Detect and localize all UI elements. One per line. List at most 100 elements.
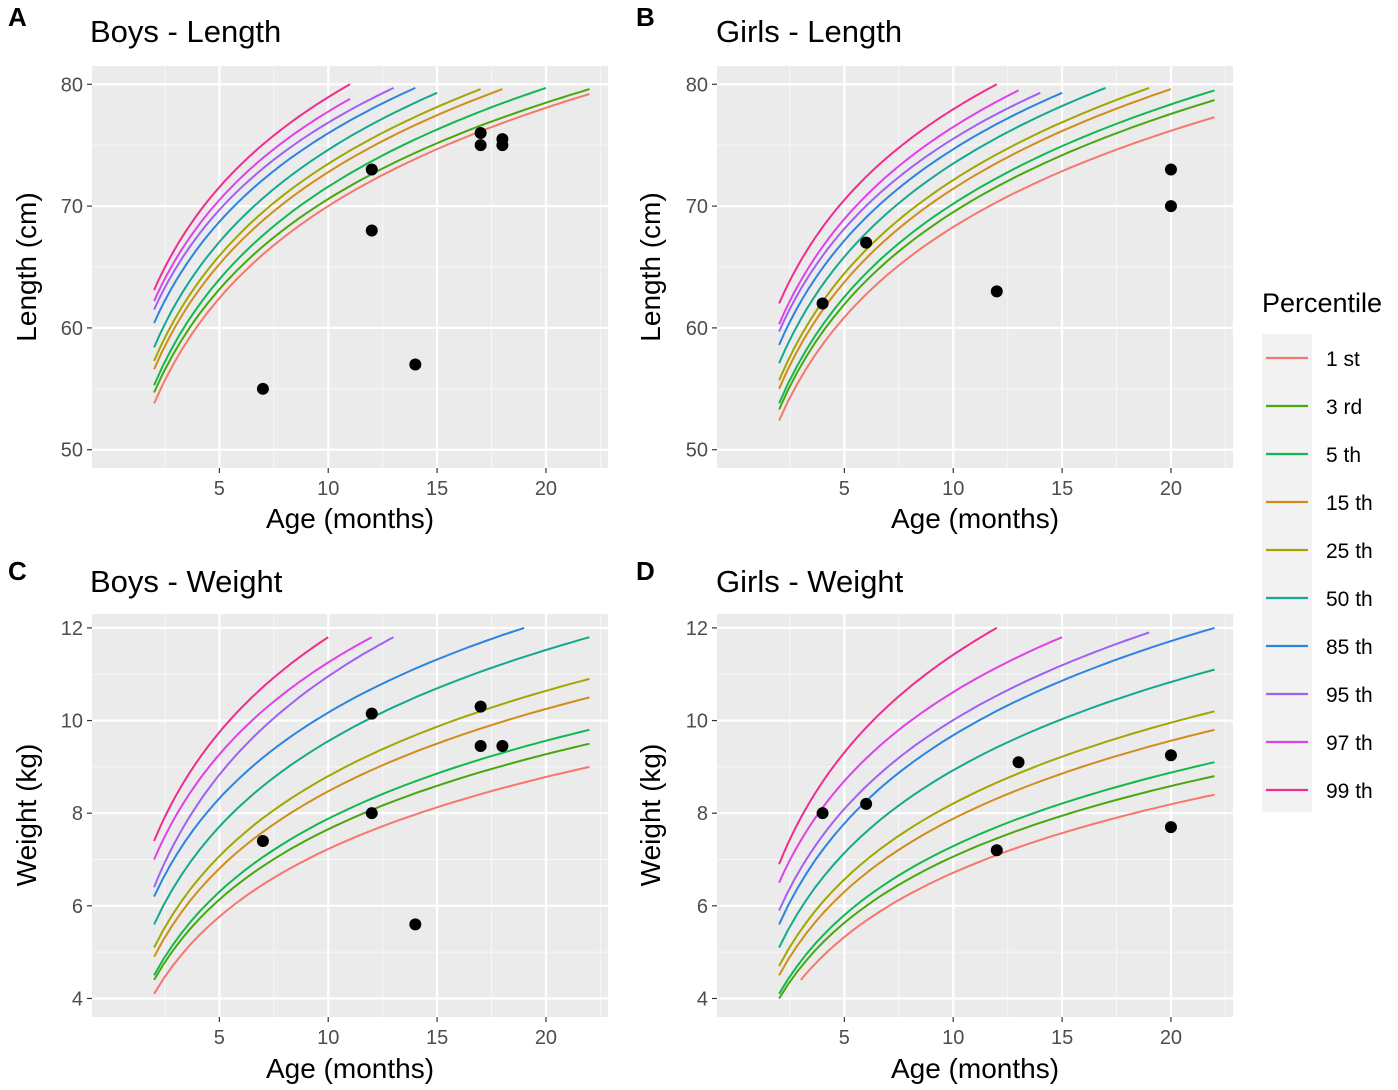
legend-label: 85 th bbox=[1326, 636, 1373, 659]
panel-c-points bbox=[256, 700, 509, 931]
percentile-line-97th bbox=[778, 89, 1019, 325]
panel-b-series bbox=[778, 83, 1215, 421]
percentile-line-1st bbox=[153, 93, 590, 404]
percentile-line-95th bbox=[778, 91, 1041, 333]
panel-d-x-axis-title: Age (months) bbox=[891, 1053, 1059, 1084]
x-tick-label: 5 bbox=[839, 1027, 850, 1049]
y-tick-label: 8 bbox=[697, 803, 708, 825]
x-tick-label: 20 bbox=[535, 478, 557, 500]
panel-b-title: Girls - Length bbox=[716, 14, 902, 49]
observation-point bbox=[496, 139, 509, 152]
percentile-line-5th bbox=[778, 761, 1215, 995]
y-tick-label: 70 bbox=[61, 196, 83, 218]
legend-items: 1 st 3 rd 5 th 15 th 25 th 50 th 85 th 95 th 97 … bbox=[1266, 348, 1373, 803]
observation-point bbox=[1164, 821, 1177, 834]
percentile-line-5th bbox=[153, 86, 547, 386]
panel-d-points bbox=[816, 749, 1177, 857]
observation-point bbox=[256, 382, 269, 395]
x-tick-label: 10 bbox=[317, 478, 339, 500]
panel-a-y-axis-title: Length (cm) bbox=[11, 192, 42, 341]
percentile-line-50th bbox=[778, 668, 1215, 948]
observation-point bbox=[474, 740, 487, 753]
x-tick-label: 10 bbox=[942, 478, 964, 500]
legend-label: 5 th bbox=[1326, 444, 1361, 467]
panel-b-x-axis-title: Age (months) bbox=[891, 503, 1059, 534]
x-tick-label: 20 bbox=[1160, 478, 1182, 500]
percentile-line-1st bbox=[153, 765, 590, 995]
panel-a: A Boys - Length 5 10 15 20 50 60 70 80 Age (mon… bbox=[8, 2, 608, 534]
panel-a-ticks: 5 10 15 20 50 60 70 80 bbox=[61, 74, 557, 500]
legend-label: 1 st bbox=[1326, 348, 1360, 371]
percentile-line-25th bbox=[778, 710, 1215, 967]
observation-point bbox=[365, 163, 378, 176]
legend-label: 97 th bbox=[1326, 732, 1373, 755]
x-tick-label: 15 bbox=[426, 1027, 448, 1049]
y-tick-label: 60 bbox=[61, 318, 83, 340]
observation-point bbox=[860, 797, 873, 810]
x-tick-label: 5 bbox=[214, 1027, 225, 1049]
percentile-line-15th bbox=[153, 88, 503, 370]
y-tick-label: 60 bbox=[686, 318, 708, 340]
x-tick-label: 10 bbox=[942, 1027, 964, 1049]
y-tick-label: 50 bbox=[686, 440, 708, 462]
percentile-line-1st bbox=[800, 793, 1215, 981]
panel-d-letter: D bbox=[636, 556, 655, 586]
percentile-line-97th bbox=[153, 636, 373, 860]
legend-label: 50 th bbox=[1326, 588, 1373, 611]
panel-d-series bbox=[778, 626, 1215, 1000]
observation-point bbox=[365, 707, 378, 720]
percentile-line-25th bbox=[778, 86, 1150, 381]
percentile-line-15th bbox=[778, 728, 1215, 976]
observation-point bbox=[365, 807, 378, 820]
percentile-line-25th bbox=[153, 88, 481, 362]
legend-label: 3 rd bbox=[1326, 396, 1362, 419]
panel-b-ticks: 5 10 15 20 50 60 70 80 bbox=[686, 74, 1182, 500]
observation-point bbox=[409, 918, 422, 931]
y-tick-label: 80 bbox=[61, 74, 83, 96]
percentile-line-95th bbox=[153, 636, 394, 888]
panel-c-title: Boys - Weight bbox=[90, 564, 283, 599]
percentile-line-15th bbox=[778, 88, 1172, 390]
legend-key-background bbox=[1262, 334, 1312, 812]
observation-point bbox=[1012, 756, 1025, 769]
y-tick-label: 4 bbox=[72, 988, 83, 1010]
panel-c-letter: C bbox=[8, 556, 27, 586]
percentile-line-99th bbox=[153, 83, 351, 291]
percentile-line-15th bbox=[153, 696, 590, 958]
panel-a-letter: A bbox=[8, 2, 27, 32]
observation-point bbox=[1164, 749, 1177, 762]
percentile-line-99th bbox=[153, 636, 329, 842]
panel-a-x-axis-title: Age (months) bbox=[266, 503, 434, 534]
observation-point bbox=[256, 834, 269, 847]
percentile-line-5th bbox=[153, 728, 590, 976]
panel-a-points bbox=[256, 127, 509, 395]
percentile-line-50th bbox=[778, 86, 1106, 364]
x-tick-label: 15 bbox=[1051, 478, 1073, 500]
observation-point bbox=[1164, 200, 1177, 213]
percentile-line-85th bbox=[778, 91, 1063, 346]
percentile-line-97th bbox=[778, 636, 1063, 884]
y-tick-label: 4 bbox=[697, 988, 708, 1010]
x-tick-label: 20 bbox=[1160, 1027, 1182, 1049]
observation-point bbox=[409, 358, 422, 371]
x-tick-label: 10 bbox=[317, 1027, 339, 1049]
panel-d-y-axis-title: Weight (kg) bbox=[635, 744, 666, 887]
y-tick-label: 80 bbox=[686, 74, 708, 96]
percentile-line-50th bbox=[153, 91, 438, 348]
x-tick-label: 15 bbox=[426, 478, 448, 500]
panel-a-title: Boys - Length bbox=[90, 14, 281, 49]
percentile-line-85th bbox=[778, 626, 1215, 925]
panel-b-grid bbox=[717, 66, 1233, 468]
percentile-line-95th bbox=[778, 631, 1150, 911]
y-tick-label: 10 bbox=[686, 711, 708, 733]
panel-b-letter: B bbox=[636, 2, 655, 32]
legend-label: 99 th bbox=[1326, 780, 1373, 803]
y-tick-label: 6 bbox=[697, 896, 708, 918]
panel-c-y-axis-title: Weight (kg) bbox=[11, 744, 42, 887]
y-tick-label: 12 bbox=[686, 618, 708, 640]
percentile-line-97th bbox=[153, 98, 351, 302]
x-tick-label: 20 bbox=[535, 1027, 557, 1049]
observation-point bbox=[990, 285, 1003, 298]
y-tick-label: 8 bbox=[72, 803, 83, 825]
